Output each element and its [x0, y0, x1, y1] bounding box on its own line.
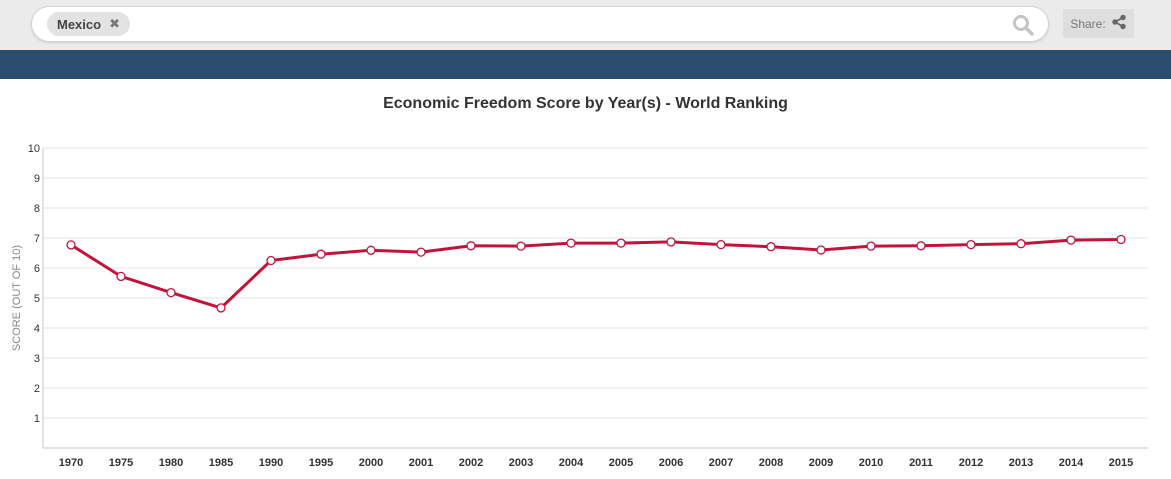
data-point	[216, 303, 226, 313]
data-point	[966, 239, 976, 250]
x-tick-label: 2007	[709, 457, 733, 469]
search-bar[interactable]: Mexico ✖	[31, 6, 1049, 42]
y-tick-label: 8	[34, 203, 40, 215]
x-tick-label: 2004	[559, 457, 584, 469]
data-point	[366, 245, 376, 255]
data-point	[1016, 239, 1026, 249]
data-point	[916, 241, 926, 251]
share-icon	[1111, 14, 1127, 33]
chart-title: Economic Freedom Score by Year(s) - Worl…	[383, 95, 788, 112]
y-tick-label: 1	[34, 413, 40, 425]
x-tick-label: 2014	[1059, 457, 1084, 469]
data-point	[1066, 235, 1076, 245]
y-tick-label: 5	[34, 293, 40, 305]
data-point	[666, 237, 676, 247]
data-point	[416, 247, 426, 257]
filter-chip-label: Mexico	[57, 16, 102, 32]
data-point	[566, 238, 576, 248]
x-tick-label: 2010	[859, 457, 883, 469]
data-point	[66, 240, 76, 250]
share-label: Share:	[1070, 16, 1106, 31]
x-tick-label: 1980	[159, 457, 183, 469]
x-tick-label: 1970	[59, 457, 83, 469]
x-tick-label: 2006	[659, 457, 683, 469]
x-tick-label: 2008	[759, 457, 783, 469]
x-tick-label: 2003	[509, 457, 533, 469]
x-tick-label: 2001	[409, 457, 433, 469]
data-point	[766, 242, 776, 252]
top-bar: Mexico ✖ Share:	[0, 0, 1171, 50]
data-point	[616, 238, 626, 248]
share-button[interactable]: Share:	[1063, 9, 1134, 38]
x-tick-label: 1975	[109, 457, 133, 469]
data-point	[816, 245, 826, 255]
y-tick-label: 7	[34, 233, 40, 245]
y-tick-label: 9	[34, 173, 40, 185]
data-point	[316, 249, 326, 259]
x-tick-label: 1995	[309, 457, 333, 469]
data-point	[466, 241, 476, 251]
x-tick-label: 2009	[809, 457, 833, 469]
x-tick-label: 1990	[259, 457, 283, 469]
data-point	[716, 239, 726, 250]
y-tick-label: 2	[34, 383, 40, 395]
x-tick-label: 2011	[909, 457, 933, 469]
y-axis-label: SCORE (OUT OF 10)	[11, 245, 23, 351]
chart-panel	[0, 79, 1171, 479]
x-tick-label: 2013	[1009, 457, 1033, 469]
series-line	[70, 238, 1122, 310]
x-tick-label: 2000	[359, 457, 383, 469]
x-tick-label: 2002	[459, 457, 483, 469]
header-banner	[0, 50, 1171, 79]
x-tick-label: 2005	[609, 457, 633, 469]
data-point	[116, 271, 126, 282]
y-tick-label: 4	[34, 323, 40, 335]
x-tick-label: 1985	[209, 457, 233, 469]
y-tick-label: 10	[28, 143, 40, 155]
x-tick-label: 2012	[959, 457, 983, 469]
filter-chip-country[interactable]: Mexico ✖	[47, 12, 130, 36]
x-tick-label: 2015	[1109, 457, 1133, 469]
y-tick-label: 3	[34, 353, 40, 365]
data-point	[166, 287, 176, 298]
y-tick-label: 6	[34, 263, 40, 275]
data-point	[866, 241, 876, 251]
close-icon[interactable]: ✖	[109, 16, 120, 31]
search-icon[interactable]	[1012, 14, 1034, 41]
data-point	[266, 255, 276, 266]
data-point	[516, 241, 526, 251]
data-point	[1116, 234, 1126, 245]
